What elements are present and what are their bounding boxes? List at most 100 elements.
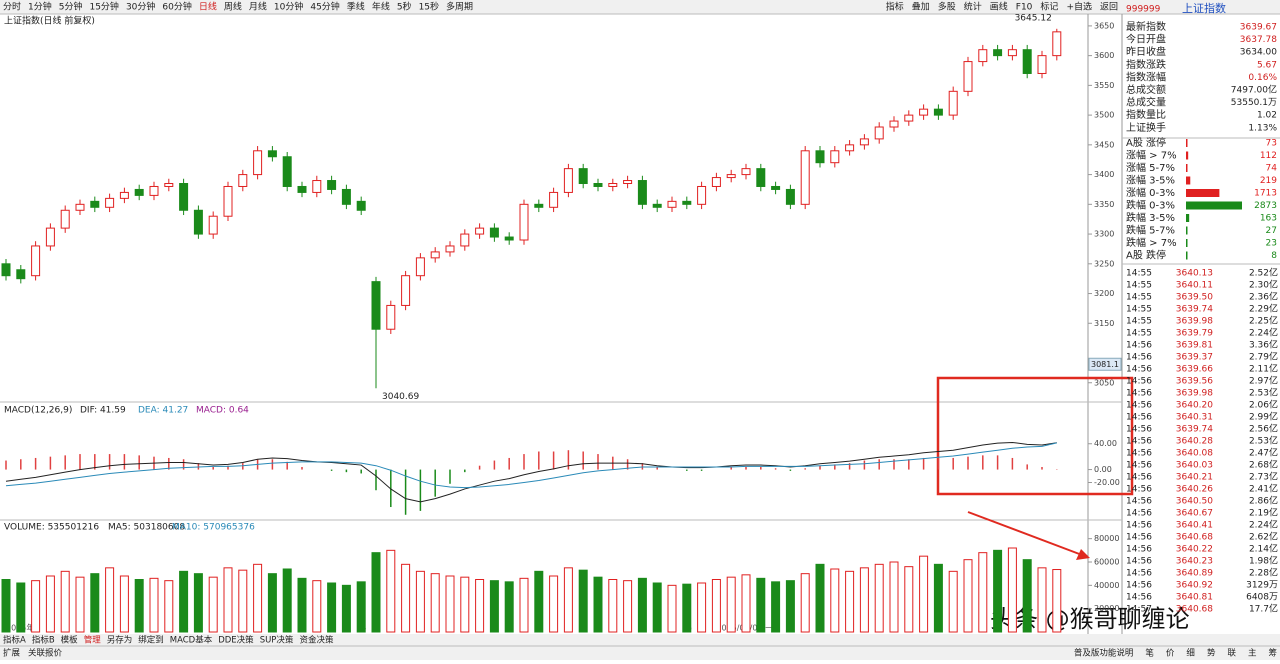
dea-label: DEA: 41.27 bbox=[138, 406, 188, 416]
period-tab[interactable]: 多周期 bbox=[446, 1, 473, 13]
period-tab[interactable]: 月线 bbox=[249, 1, 267, 13]
breadth-count: 8 bbox=[1271, 251, 1277, 261]
tick-volume: 3.36亿 bbox=[1249, 339, 1278, 351]
period-tab[interactable]: 分时 bbox=[3, 1, 21, 13]
breadth-bar bbox=[1186, 164, 1188, 172]
breadth-count: 2873 bbox=[1254, 201, 1277, 211]
period-tab[interactable]: 60分钟 bbox=[162, 1, 191, 13]
bottom-tab[interactable]: 模板 bbox=[61, 635, 79, 646]
bottom-tab[interactable]: 指标A bbox=[3, 635, 26, 646]
candle-body bbox=[193, 209, 203, 235]
period-tab[interactable]: 年线 bbox=[372, 1, 390, 13]
bottom-right[interactable]: 势 bbox=[1207, 648, 1216, 659]
bottom-tab[interactable]: MACD基本 bbox=[170, 635, 213, 646]
candle-body bbox=[119, 191, 129, 199]
tool-button[interactable]: 统计 bbox=[964, 1, 982, 13]
tick-volume: 2.28亿 bbox=[1249, 567, 1278, 579]
bottom-tab[interactable]: 另存为 bbox=[107, 635, 133, 646]
bottom-tab[interactable]: SUP决策 bbox=[260, 635, 294, 646]
tick-time: 14:56 bbox=[1126, 581, 1152, 591]
tool-button[interactable]: 标记 bbox=[1040, 1, 1058, 13]
bottom-right[interactable]: 联 bbox=[1227, 649, 1236, 659]
period-tab[interactable]: 10分钟 bbox=[274, 1, 303, 13]
bottom-right[interactable]: 价 bbox=[1166, 649, 1175, 659]
bottom-right[interactable]: 筹 bbox=[1268, 648, 1277, 659]
period-tab[interactable]: 15秒 bbox=[419, 1, 439, 13]
tool-button[interactable]: 多股 bbox=[938, 1, 956, 13]
tick-time: 14:56 bbox=[1126, 497, 1152, 507]
volume-bar bbox=[785, 580, 795, 633]
tick-time: 14:55 bbox=[1126, 293, 1152, 303]
bottom-right[interactable]: 普及版功能说明 bbox=[1074, 648, 1134, 659]
volume-bar bbox=[1007, 547, 1017, 633]
candle-body bbox=[445, 245, 455, 253]
tick-time: 14:56 bbox=[1126, 365, 1152, 375]
tick-volume: 2.14亿 bbox=[1249, 543, 1278, 555]
price-annotation: 3645.12 bbox=[1015, 13, 1052, 23]
volume-bar bbox=[134, 579, 144, 633]
tick-time: 14:56 bbox=[1126, 389, 1152, 399]
tool-button[interactable]: 画线 bbox=[990, 1, 1008, 13]
tick-price: 3639.74 bbox=[1176, 425, 1213, 435]
tick-volume: 2.86亿 bbox=[1249, 495, 1278, 507]
volume-bar bbox=[371, 552, 381, 633]
tick-time: 14:56 bbox=[1126, 485, 1152, 495]
tick-price: 3640.26 bbox=[1176, 485, 1213, 495]
highlight-box bbox=[936, 376, 1134, 496]
bottom-left[interactable]: 关联报价 bbox=[28, 648, 63, 659]
bottom-tab[interactable]: DDE决策 bbox=[218, 635, 254, 646]
period-tab[interactable]: 周线 bbox=[224, 1, 242, 13]
tick-time: 14:56 bbox=[1126, 449, 1152, 459]
period-tab[interactable]: 日线 bbox=[199, 1, 217, 13]
quote-label: 最新指数 bbox=[1126, 20, 1166, 33]
tick-volume: 2.29亿 bbox=[1249, 303, 1278, 315]
period-tab[interactable]: 15分钟 bbox=[89, 1, 118, 13]
volume-bar bbox=[460, 576, 470, 633]
tool-button[interactable]: 指标 bbox=[886, 1, 904, 13]
volume-bar bbox=[726, 576, 736, 633]
quote-value: 7497.00亿 bbox=[1231, 84, 1277, 96]
breadth-count: 27 bbox=[1266, 226, 1277, 236]
bottom-right[interactable]: 笔 bbox=[1145, 648, 1154, 659]
tick-price: 3640.08 bbox=[1176, 449, 1213, 459]
quote-code: 999999 bbox=[1126, 5, 1161, 15]
bottom-right[interactable]: 细 bbox=[1186, 648, 1195, 659]
volume-bar bbox=[312, 580, 322, 633]
bottom-left[interactable]: 扩展 bbox=[3, 648, 21, 659]
tick-time: 14:56 bbox=[1126, 593, 1152, 603]
tick-price: 3640.21 bbox=[1176, 473, 1213, 483]
volume-bar bbox=[1, 579, 11, 633]
period-tab[interactable]: 5秒 bbox=[397, 1, 412, 13]
bottom-tab[interactable]: 资金决策 bbox=[299, 635, 334, 646]
bottom-tab[interactable]: 管理 bbox=[84, 635, 102, 646]
quote-value: 53550.1万 bbox=[1231, 98, 1277, 108]
period-tab[interactable]: 45分钟 bbox=[310, 1, 339, 13]
breadth-bar bbox=[1186, 201, 1242, 210]
candle-body bbox=[504, 236, 514, 241]
candle-body bbox=[682, 200, 692, 205]
candle-body bbox=[756, 168, 766, 187]
volume-bar bbox=[282, 568, 292, 633]
tool-button[interactable]: 叠加 bbox=[912, 2, 930, 13]
volume-bar bbox=[179, 570, 189, 633]
volume-bar bbox=[119, 575, 129, 633]
bottom-tab[interactable]: 绑定到 bbox=[138, 635, 164, 646]
volume-bar bbox=[1052, 569, 1062, 633]
dif-label: DIF: 41.59 bbox=[80, 406, 126, 416]
breadth-count: 219 bbox=[1260, 176, 1277, 186]
tool-button[interactable]: +自选 bbox=[1066, 1, 1092, 13]
period-tab[interactable]: 季线 bbox=[347, 1, 365, 13]
period-tab[interactable]: 30分钟 bbox=[126, 1, 155, 13]
tool-button[interactable]: 返回 bbox=[1100, 1, 1118, 13]
period-tab[interactable]: 5分钟 bbox=[59, 1, 83, 13]
period-tab[interactable]: 1分钟 bbox=[28, 1, 52, 13]
candle-body bbox=[874, 126, 884, 140]
arrow bbox=[967, 511, 1083, 556]
volume-bar bbox=[164, 580, 174, 633]
tool-button[interactable]: F10 bbox=[1016, 3, 1033, 13]
bottom-tab[interactable]: 指标B bbox=[32, 635, 55, 646]
bottom-right[interactable]: 主 bbox=[1248, 648, 1257, 659]
candle-body bbox=[978, 49, 988, 63]
volume-bar bbox=[563, 567, 573, 633]
